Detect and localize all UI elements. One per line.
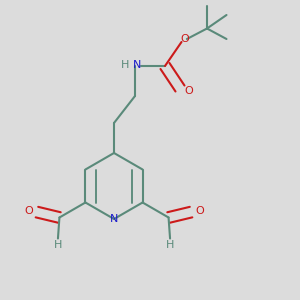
Text: H: H (54, 240, 62, 250)
Text: O: O (184, 86, 193, 96)
Text: O: O (24, 206, 33, 216)
Text: H: H (121, 59, 130, 70)
Text: H: H (166, 240, 174, 250)
Text: N: N (133, 59, 142, 70)
Text: O: O (181, 34, 190, 44)
Text: N: N (110, 214, 118, 224)
Text: O: O (195, 206, 204, 216)
